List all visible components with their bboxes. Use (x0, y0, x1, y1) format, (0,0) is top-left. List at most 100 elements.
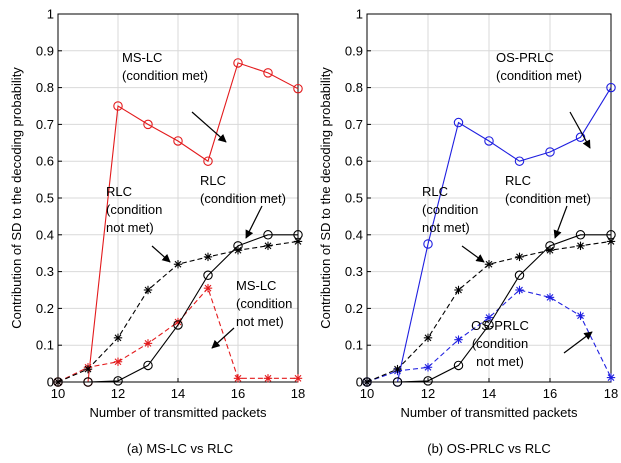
y-tick-label: 0 (356, 375, 363, 390)
series-line (58, 62, 299, 383)
data-point (173, 320, 183, 330)
data-point (423, 363, 433, 372)
data-point (453, 117, 464, 128)
x-tick-label: 16 (543, 386, 557, 401)
data-point (203, 270, 213, 281)
annotation-text: RLC (505, 173, 531, 188)
data-point (392, 377, 403, 387)
data-point (362, 377, 372, 387)
data-point (233, 58, 243, 68)
data-point (453, 360, 464, 371)
y-tick-label: 0.2 (345, 301, 363, 316)
series-line (367, 87, 612, 383)
annotation: OS-PRLC (condition not met) (471, 318, 593, 369)
data-point (514, 270, 525, 281)
annotation-text: OS-PRLC (496, 50, 554, 65)
data-point (113, 101, 123, 111)
x-tick-label: 14 (482, 386, 496, 401)
data-point (263, 374, 273, 383)
annotation-text: not met) (476, 354, 524, 369)
series-line (367, 234, 611, 383)
data-point (143, 285, 153, 295)
data-point (545, 293, 555, 302)
y-tick-label: 0.3 (36, 264, 54, 279)
series-1 (362, 285, 616, 387)
annotation-text: (condition (236, 296, 292, 311)
y-axis-label: Contribution of SD to the decoding proba… (9, 67, 24, 329)
y-tick-label: 0 (47, 375, 54, 390)
data-point (53, 377, 63, 387)
data-point (113, 333, 123, 343)
data-point (203, 283, 213, 293)
y-tick-label: 0.2 (36, 301, 54, 316)
annotation-text: (condition met) (200, 191, 286, 206)
chart-panel-b: 0 0.1 0.2 0.3 0.4 0.5 0.6 0.7 0.8 0.9 1 10 12 14 16 18 N… (318, 7, 618, 457)
annotation-text: RLC (200, 173, 226, 188)
series-3 (362, 237, 616, 387)
x-tick-label: 14 (171, 386, 185, 401)
series-0 (53, 58, 303, 387)
data-point (515, 285, 524, 295)
x-axis-label: Number of transmitted packets (89, 405, 267, 420)
annotation: RLC (condition met) (200, 173, 286, 239)
y-tick-label: 0.5 (36, 191, 54, 206)
data-point (423, 333, 433, 343)
data-point (293, 237, 303, 246)
data-point (545, 246, 555, 255)
data-point (113, 376, 123, 386)
data-point (203, 252, 213, 262)
data-point (293, 83, 303, 94)
y-tick-label: 0.3 (345, 264, 363, 279)
annotation: RLC (condition not met) (422, 184, 485, 263)
annotation-arrow (553, 205, 568, 239)
x-tick-label: 10 (360, 386, 374, 401)
data-point (233, 374, 243, 383)
data-point (606, 237, 616, 246)
y-tick-label: 0.6 (345, 154, 363, 169)
data-point (233, 246, 243, 255)
annotation-text: not met) (422, 220, 470, 235)
x-axis-label: Number of transmitted packets (400, 405, 578, 420)
annotation-arrow (461, 245, 485, 263)
annotation: RLC (condition met) (505, 173, 591, 239)
data-point (113, 357, 123, 366)
series-line (366, 240, 612, 383)
data-point (484, 260, 494, 269)
annotation-arrow (191, 111, 227, 143)
data-point (263, 230, 273, 240)
annotation-arrow (569, 111, 591, 149)
annotation: MS-LC (condition not met) (211, 278, 292, 349)
series-line (58, 234, 298, 383)
data-point (514, 156, 525, 166)
data-point (454, 335, 463, 344)
panel-caption: (b) OS-PRLC vs RLC (427, 441, 551, 456)
y-tick-label: 0.9 (36, 43, 54, 58)
data-point (83, 377, 93, 387)
series-line (57, 287, 298, 383)
data-point (263, 241, 273, 251)
y-tick-label: 1 (47, 7, 54, 22)
chart-panel-a: 0 0.1 0.2 0.3 0.4 0.5 0.6 0.7 0.8 0.9 1 10 12 14 16 18 N… (9, 7, 305, 457)
annotation-text: RLC (106, 184, 132, 199)
data-point (173, 260, 183, 269)
data-point (545, 147, 555, 157)
annotation-text: (condition met) (505, 191, 591, 206)
x-tick-label: 10 (51, 386, 65, 401)
x-tick-label: 18 (604, 386, 618, 401)
data-point (423, 376, 433, 386)
data-point (203, 156, 213, 166)
annotation: OS-PRLC (condition met) (496, 50, 591, 149)
annotation-text: RLC (422, 184, 448, 199)
annotation-text: MS-LC (122, 50, 162, 65)
annotation: RLC (condition not met) (106, 184, 171, 263)
data-point (484, 320, 494, 330)
x-tick-label: 12 (421, 386, 435, 401)
data-point (606, 373, 616, 382)
y-tick-label: 0.4 (345, 227, 363, 242)
annotation: MS-LC (condition met) (122, 50, 227, 143)
x-tick-label: 12 (111, 386, 125, 401)
data-point (423, 239, 433, 249)
y-tick-label: 0.8 (36, 80, 54, 95)
y-axis-label: Contribution of SD to the decoding proba… (318, 67, 333, 329)
data-point (83, 364, 93, 374)
